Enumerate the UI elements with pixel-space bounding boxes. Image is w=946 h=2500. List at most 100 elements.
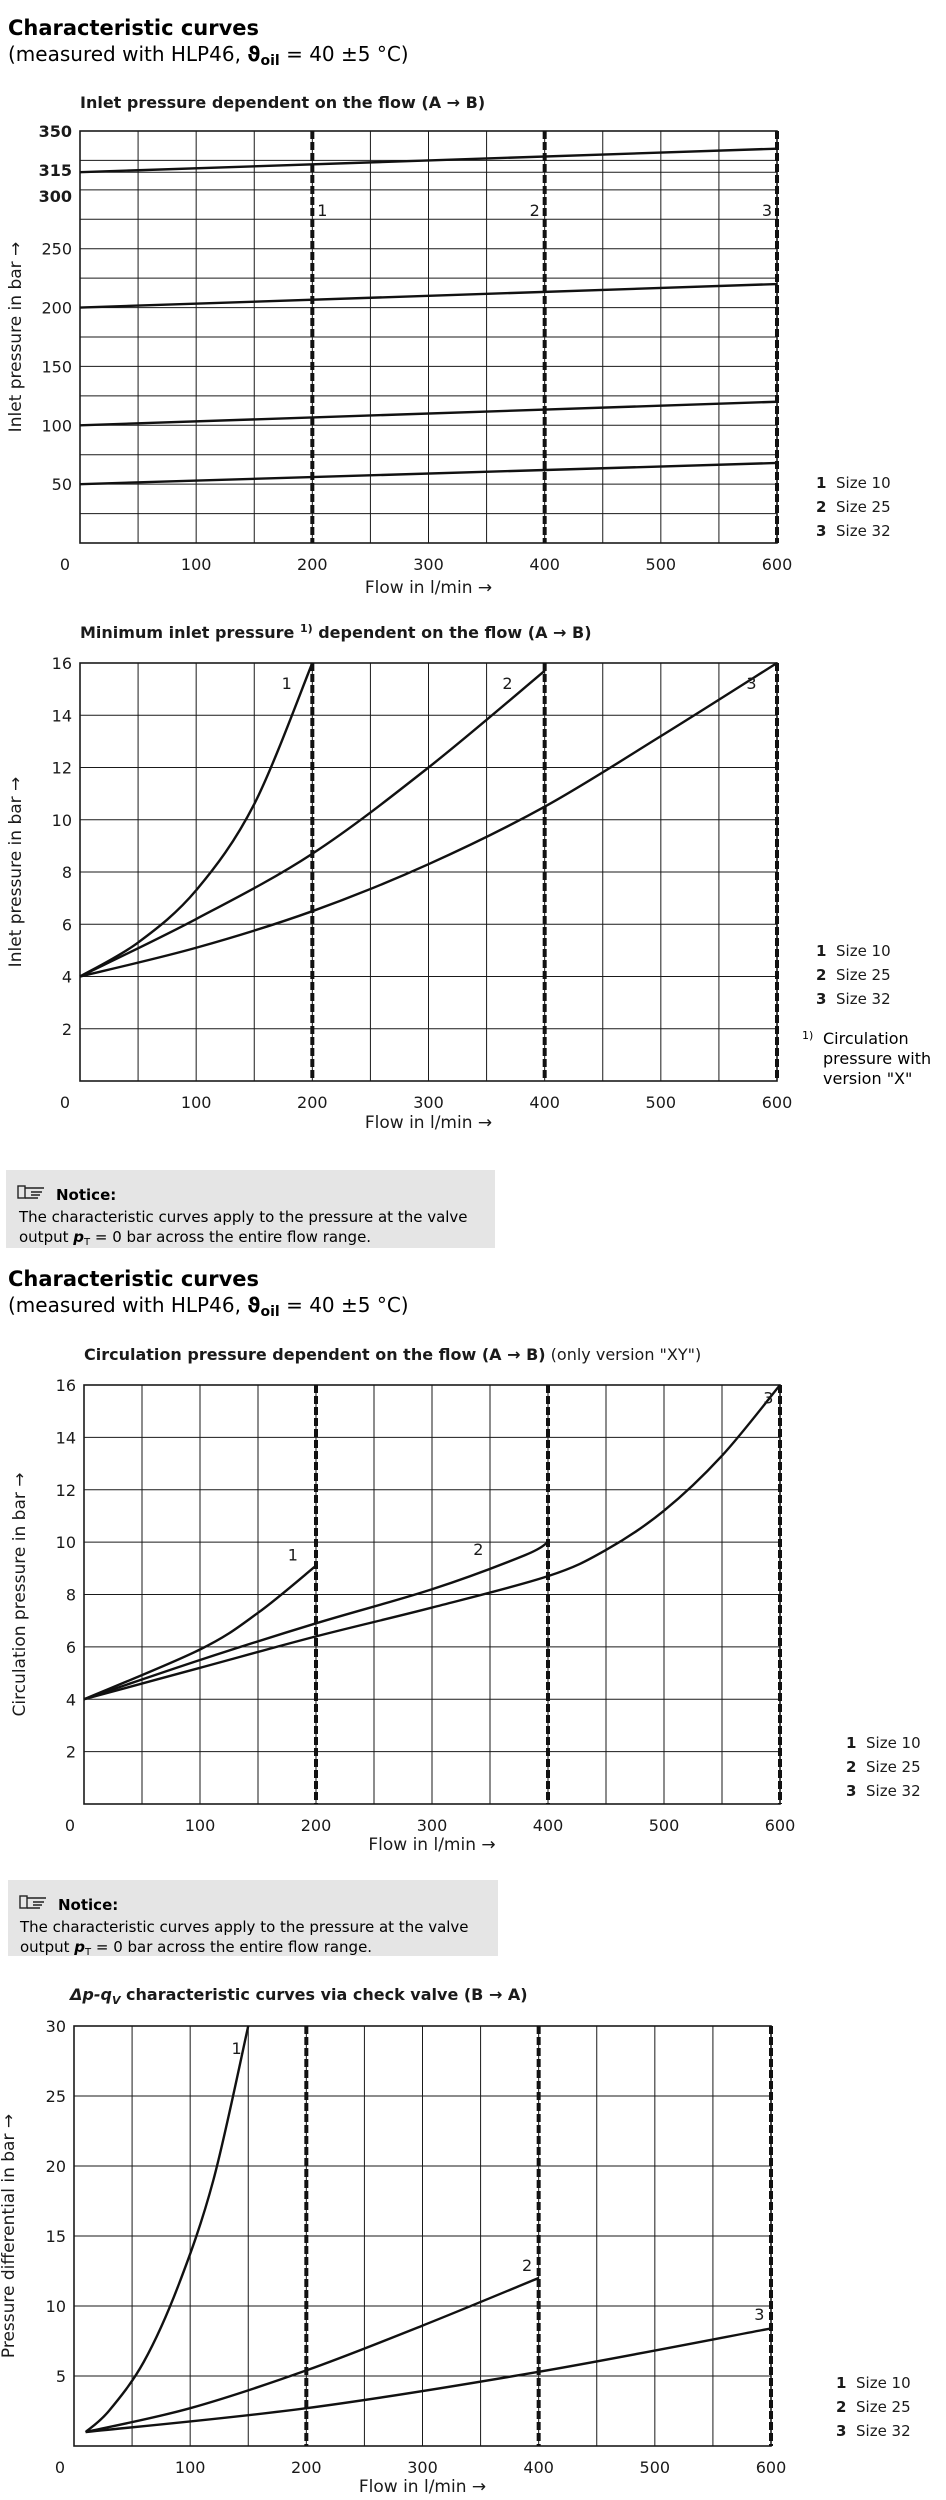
x-tick-label: 500 — [646, 555, 677, 574]
chart-title: Minimum inlet pressure 1) dependent on t… — [80, 622, 592, 642]
curve-label: 1 — [282, 674, 292, 693]
notice-box: Notice: The characteristic curves apply … — [6, 1170, 495, 1248]
legend-number: 1 — [836, 2374, 846, 2392]
y-tick-label: 315 — [39, 161, 72, 180]
series-line-3 — [83, 1384, 781, 1701]
legend-label: Size 25 — [856, 2398, 911, 2416]
y-tick-label: 350 — [39, 122, 72, 141]
y-tick-label: 4 — [62, 968, 72, 987]
x-tick-label: 0 — [60, 555, 70, 574]
legend-label: Size 10 — [856, 2374, 911, 2392]
chart-title-main: Δp-q — [68, 1985, 112, 2004]
x-tick-label: 600 — [762, 1093, 793, 1112]
y-tick-label: 2 — [62, 1020, 72, 1039]
notice-line-2: output pT = 0 bar across the entire flow… — [19, 1228, 371, 1248]
series-line-3 — [85, 2327, 772, 2434]
series-line-2 — [83, 1541, 549, 1701]
x-axis-label: Flow in l/min → — [368, 1835, 495, 1855]
legend-label: Size 10 — [836, 942, 891, 960]
y-tick-label: 10 — [52, 811, 72, 830]
x-tick-label: 500 — [649, 1816, 680, 1835]
y-tick-label: 250 — [41, 240, 72, 259]
series-line-2 — [79, 669, 546, 978]
curve-label: 3 — [746, 674, 756, 693]
notice-title: Notice: — [56, 1186, 116, 1204]
notice-background — [8, 1880, 498, 1956]
legend-label: Size 32 — [836, 990, 891, 1008]
y-tick-label: 150 — [41, 357, 72, 376]
y-tick-label: 5 — [56, 2367, 66, 2386]
x-tick-label: 400 — [529, 1093, 560, 1112]
legend-number: 1 — [816, 474, 826, 492]
notice-title: Notice: — [58, 1896, 118, 1914]
legend-label: Size 25 — [836, 966, 891, 984]
y-tick-label: 16 — [52, 654, 72, 673]
x-tick-label: 600 — [762, 555, 793, 574]
y-tick-label: 10 — [46, 2297, 66, 2316]
chart-title: Δp-qV characteristic curves via check va… — [68, 1985, 528, 2007]
y-tick-label: 30 — [46, 2017, 66, 2036]
footnote-line-3: version "X" — [823, 1069, 912, 1088]
notice-line-2: output pT = 0 bar across the entire flow… — [20, 1938, 372, 1958]
series-line-curve-2 — [79, 282, 778, 309]
x-tick-label: 100 — [175, 2458, 206, 2477]
x-tick-label: 600 — [765, 1816, 796, 1835]
legend-number: 3 — [816, 990, 826, 1008]
y-tick-label: 8 — [66, 1586, 76, 1605]
legend-number: 3 — [816, 522, 826, 540]
section-subheading: (measured with HLP46, ϑoil = 40 ±5 °C) — [8, 42, 409, 69]
x-tick-label: 400 — [523, 2458, 554, 2477]
legend-number: 3 — [836, 2422, 846, 2440]
y-tick-label: 8 — [62, 863, 72, 882]
notice-line-1: The characteristic curves apply to the p… — [19, 1918, 469, 1936]
x-tick-label: 0 — [60, 1093, 70, 1112]
series-group — [84, 2025, 772, 2434]
section-subheading: (measured with HLP46, ϑoil = 40 ±5 °C) — [8, 1293, 409, 1320]
chart-minimum-inlet-pressure: Minimum inlet pressure 1) dependent on t… — [6, 622, 891, 1133]
curve-label: 1 — [232, 2039, 242, 2058]
size-marker-label: 1 — [317, 201, 327, 220]
curve-label: 1 — [288, 1545, 298, 1564]
y-axis-label: Circulation pressure in bar → — [10, 1472, 30, 1716]
y-tick-label: 100 — [41, 416, 72, 435]
x-tick-label: 100 — [181, 555, 212, 574]
x-tick-label: 200 — [297, 555, 328, 574]
y-tick-label: 16 — [56, 1376, 76, 1395]
footnote-line-1: Circulation — [823, 1029, 909, 1048]
x-tick-label: 0 — [55, 2458, 65, 2477]
legend-label: Size 32 — [836, 522, 891, 540]
y-tick-label: 300 — [39, 187, 72, 206]
y-tick-label: 4 — [66, 1690, 76, 1709]
x-tick-label: 500 — [640, 2458, 671, 2477]
legend-number: 2 — [816, 966, 826, 984]
chart-title-rest: dependent on the flow (A → B) — [313, 623, 592, 642]
x-tick-label: 400 — [529, 555, 560, 574]
legend-number: 3 — [846, 1782, 856, 1800]
y-axis-label: Inlet pressure in bar → — [6, 777, 26, 968]
legend-label: Size 32 — [866, 1782, 921, 1800]
chart-circulation-pressure: Circulation pressure dependent on the fl… — [10, 1345, 921, 1855]
y-tick-label: 50 — [52, 475, 72, 494]
series-line-curve-4 — [79, 461, 778, 486]
legend-label: Size 10 — [836, 474, 891, 492]
section-heading: Characteristic curves — [8, 1267, 259, 1291]
y-tick-label: 6 — [62, 915, 72, 934]
x-axis-label: Flow in l/min → — [365, 1113, 492, 1133]
x-tick-label: 500 — [646, 1093, 677, 1112]
series-line-1 — [79, 662, 314, 978]
series-line-3 — [79, 661, 778, 978]
y-tick-label: 15 — [46, 2227, 66, 2246]
legend-number: 2 — [846, 1758, 856, 1776]
x-tick-label: 300 — [417, 1816, 448, 1835]
legend-number: 2 — [816, 498, 826, 516]
y-tick-label: 2 — [66, 1743, 76, 1762]
x-tick-label: 0 — [65, 1816, 75, 1835]
legend-label: Size 32 — [856, 2422, 911, 2440]
chart-title-main: Circulation pressure dependent on the fl… — [84, 1345, 546, 1364]
curve-label: 2 — [473, 1540, 483, 1559]
chart-inlet-pressure: Inlet pressure dependent on the flow (A … — [6, 93, 891, 598]
y-tick-label: 10 — [56, 1533, 76, 1552]
chart-title: Circulation pressure dependent on the fl… — [84, 1345, 701, 1364]
